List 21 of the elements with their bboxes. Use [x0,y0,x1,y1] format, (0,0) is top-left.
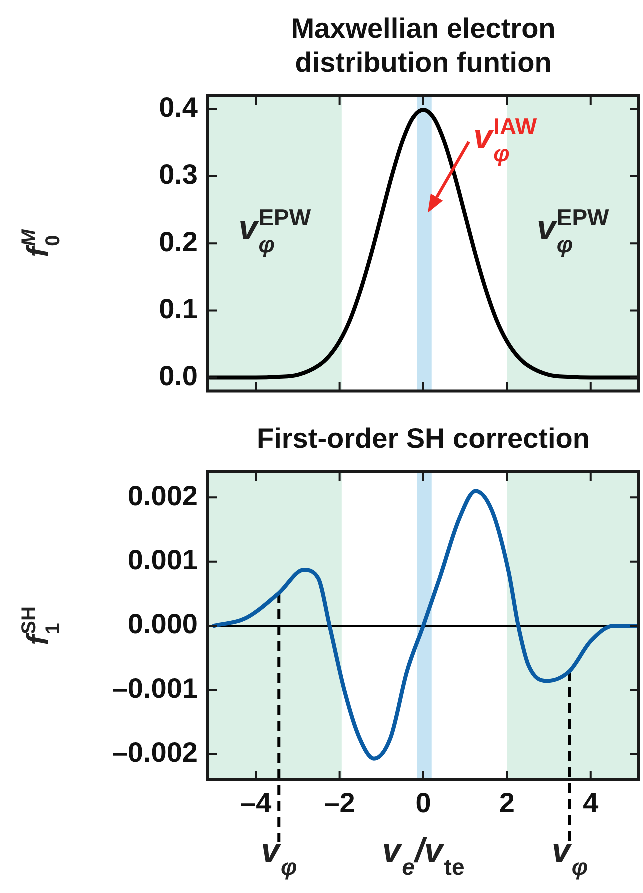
y-axis-title: f0M [18,228,64,258]
x-tick-label: –4 [240,788,272,819]
y-tick-label: 0.0 [159,360,198,392]
chart-title: First-order SH correction [257,423,590,454]
chart-title: Maxwellian electron distribution funtion [291,13,556,78]
y-tick-label: –0.001 [112,672,198,704]
x-tick-label: 0 [416,788,432,819]
y-tick-label: 0.3 [159,159,198,190]
x-tick-label: –2 [324,788,356,819]
y-tick-label: 0.002 [128,480,198,512]
y-tick-label: 0.4 [159,92,198,124]
line-series [208,108,639,380]
y-axis-title: f1SH [18,606,64,646]
y-tick-label: –0.002 [112,737,198,768]
x-tick-label: 2 [499,788,515,819]
y-tick-label: 0.2 [159,226,198,258]
y-tick-label: 0.000 [128,608,198,640]
y-tick-label: 0.1 [159,293,198,324]
x-tick-label: 4 [583,788,600,819]
line-series [212,489,639,761]
y-tick-label: 0.001 [128,544,198,576]
